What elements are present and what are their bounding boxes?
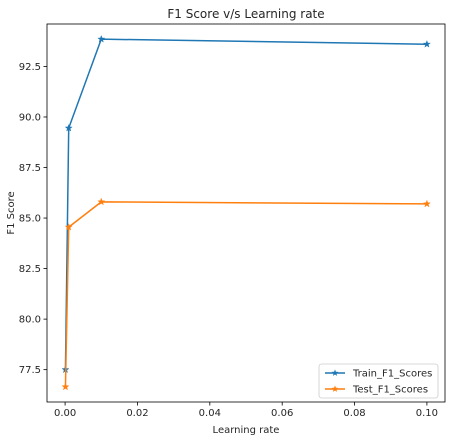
axis-ticks: 0.00 0.02 0.04 0.06 0.08 0.10 77.5 80.0 82.5 85.0… <box>19 62 438 419</box>
x-axis-label: Learning rate <box>213 425 280 436</box>
series-lines <box>61 34 431 391</box>
legend-item: Train_F1_Scores <box>325 369 432 380</box>
legend-star-icon <box>331 385 339 392</box>
x-tick-label: 0.06 <box>271 408 293 419</box>
y-tick-label: 87.5 <box>19 163 41 174</box>
data-point-star <box>64 123 73 132</box>
data-point-star <box>64 222 73 231</box>
x-tick-label: 0.02 <box>126 408 148 419</box>
x-tick-label: 0.04 <box>199 408 221 419</box>
legend-item: Test_F1_Scores <box>325 385 428 396</box>
y-tick-label: 92.5 <box>19 62 41 73</box>
x-tick-label: 0.08 <box>343 408 365 419</box>
y-tick-label: 90.0 <box>19 112 41 123</box>
series-line <box>64 38 427 370</box>
data-point-star <box>61 382 70 391</box>
y-tick-label: 77.5 <box>19 365 41 376</box>
legend-label: Test_F1_Scores <box>352 385 428 396</box>
series-test-f1-scores <box>61 197 431 391</box>
plot-area-frame <box>46 23 446 403</box>
y-tick-label: 85.0 <box>19 214 41 225</box>
series-line <box>64 201 427 387</box>
legend-box <box>318 363 439 399</box>
data-point-star <box>97 34 106 43</box>
data-point-star <box>97 197 106 206</box>
data-point-star <box>422 40 431 48</box>
y-axis-label: F1 Score <box>6 191 17 234</box>
data-point-star <box>422 199 431 208</box>
legend-label: Train_F1_Scores <box>352 369 432 380</box>
legend: Train_F1_Scores Test_F1_Scores <box>318 363 439 399</box>
y-tick-label: 82.5 <box>19 264 41 275</box>
legend-star-icon <box>331 369 339 376</box>
y-tick-label: 80.0 <box>19 315 41 326</box>
x-tick-label: 0.00 <box>54 408 76 419</box>
x-tick-label: 0.10 <box>416 408 438 419</box>
chart-title: F1 Score v/s Learning rate <box>167 7 324 21</box>
